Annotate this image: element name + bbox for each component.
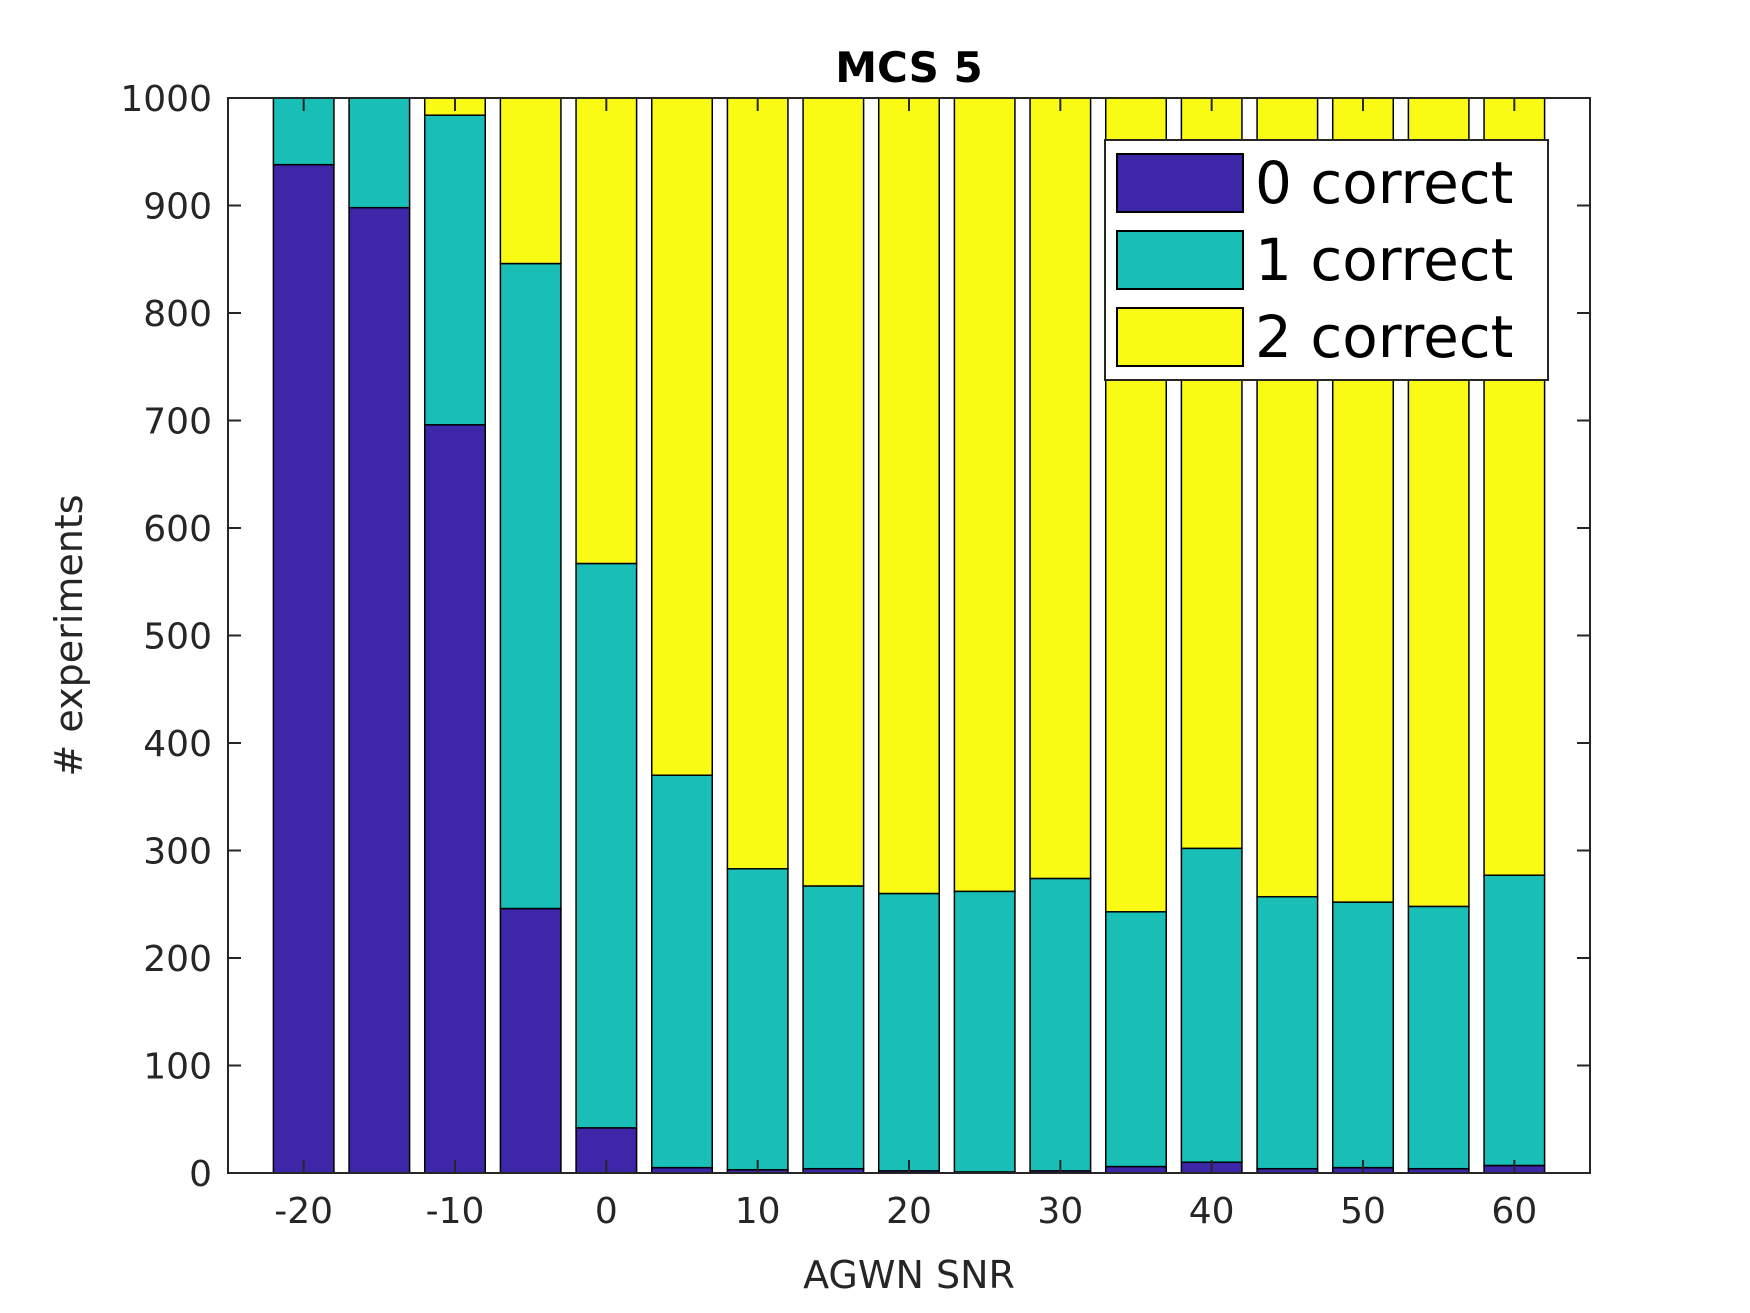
y-tick-label: 800 — [143, 294, 212, 335]
bar-segment-series-1-x-15 — [1407, 905, 1470, 1170]
bar-segment-series-1-x-10 — [1029, 877, 1092, 1172]
chart-title: MCS 5 — [835, 43, 983, 92]
bar-segment-series-1-x-4 — [575, 562, 638, 1129]
bar-segment-series-2-x-10 — [1029, 97, 1092, 880]
bar-segment-series-2-x-7 — [802, 97, 865, 887]
x-tick-label: 60 — [1491, 1191, 1537, 1232]
y-tick-label: 600 — [143, 509, 212, 550]
bars-group — [272, 97, 1546, 1174]
y-tick-label: 200 — [143, 939, 212, 980]
bar-segment-series-1-x-3 — [499, 262, 562, 910]
bar-segment-series-1-x-8 — [877, 892, 941, 1172]
bar-segment-series-1-x-12 — [1180, 847, 1243, 1163]
x-tick-label: -20 — [274, 1191, 333, 1232]
bar-segment-series-1-x-16 — [1483, 874, 1546, 1167]
bar-segment-series-1-x-6 — [726, 868, 789, 1171]
bar-segment-series-0-x-3 — [499, 907, 562, 1174]
bar-segment-series-1-x-2 — [423, 114, 487, 426]
x-tick-label: -10 — [426, 1191, 485, 1232]
x-tick-label: 10 — [735, 1191, 781, 1232]
bar-segment-series-1-x-11 — [1104, 911, 1168, 1168]
y-tick-label: 700 — [143, 402, 212, 443]
x-tick-label: 30 — [1037, 1191, 1083, 1232]
ticks-group: 0 100 200 300 400 500 600 700 800 900 1000 -20 -10 0 1… — [120, 79, 1590, 1232]
bar-segment-series-2-x-5 — [650, 97, 714, 776]
y-tick-label: 0 — [189, 1154, 212, 1195]
legend-swatch-0 — [1116, 153, 1244, 213]
bar-segment-series-1-x-9 — [953, 890, 1016, 1173]
bar-segment-series-1-x-14 — [1331, 901, 1395, 1169]
y-tick-label: 300 — [143, 832, 212, 873]
bar-segment-series-2-x-6 — [726, 97, 789, 870]
x-tick-label: 40 — [1189, 1191, 1235, 1232]
x-tick-label: 50 — [1340, 1191, 1386, 1232]
y-tick-label: 400 — [143, 724, 212, 765]
y-tick-label: 1000 — [120, 79, 212, 120]
y-axis-label: # experiments — [47, 495, 91, 777]
x-tick-label: 0 — [595, 1191, 618, 1232]
bar-segment-series-2-x-4 — [575, 97, 638, 565]
legend-label-0: 0 correct — [1255, 149, 1513, 217]
legend-swatch-1 — [1116, 230, 1244, 290]
bar-segment-series-2-x-3 — [499, 97, 562, 265]
legend-label-2: 2 correct — [1255, 303, 1513, 371]
bar-segment-series-1-x-1 — [348, 97, 411, 209]
bar-segment-series-2-x-8 — [877, 97, 941, 895]
y-tick-label: 100 — [143, 1047, 212, 1088]
bar-segment-series-2-x-9 — [953, 97, 1016, 893]
x-tick-label: 20 — [886, 1191, 932, 1232]
bar-segment-series-0-x-2 — [423, 424, 487, 1174]
bar-segment-series-1-x-13 — [1256, 895, 1319, 1170]
bar-segment-series-0-x-1 — [348, 206, 411, 1174]
legend: 0 correct 1 correct 2 correct — [1104, 139, 1549, 381]
bar-segment-series-1-x-5 — [650, 774, 714, 1169]
legend-label-1: 1 correct — [1255, 226, 1513, 294]
bar-segment-series-1-x-7 — [802, 885, 865, 1170]
legend-swatch-2 — [1116, 307, 1244, 367]
y-tick-label: 500 — [143, 617, 212, 658]
y-tick-label: 900 — [143, 187, 212, 228]
x-axis-label: AGWN SNR — [803, 1253, 1015, 1297]
bar-segment-series-0-x-0 — [272, 163, 335, 1174]
